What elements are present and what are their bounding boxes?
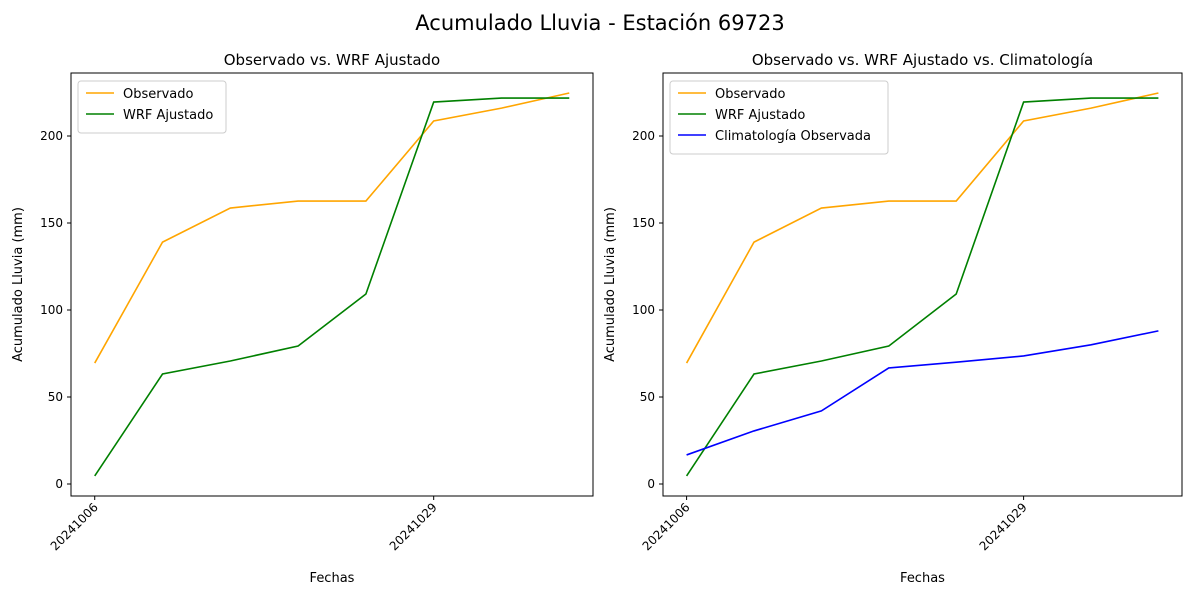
x-tick-label: 20241006	[640, 500, 693, 553]
legend-label: Climatología Observada	[715, 129, 871, 144]
axes-frame	[662, 72, 1183, 497]
y-tick-label: 0	[647, 477, 655, 491]
y-tick-label: 100	[632, 303, 655, 317]
y-tick-label: 150	[632, 216, 655, 230]
legend-label: Observado	[715, 87, 786, 102]
x-tick-label: 20241006	[48, 500, 101, 553]
legend-label: WRF Ajustado	[123, 108, 213, 123]
y-tick-label: 50	[48, 390, 63, 404]
y-tick-label: 200	[40, 129, 63, 143]
series-line-observado	[94, 92, 570, 364]
x-tick-label: 20241029	[387, 500, 440, 553]
legend-box	[77, 80, 227, 134]
figure-title: Acumulado Lluvia - Estación 69723	[415, 11, 784, 35]
legend-label: WRF Ajustado	[715, 108, 805, 123]
axes-frame	[70, 72, 594, 497]
y-tick-label: 150	[40, 216, 63, 230]
subplot-1: Observado vs. WRF Ajustado vs. Climatolo…	[603, 51, 1183, 586]
subplot-title: Observado vs. WRF Ajustado vs. Climatolo…	[752, 51, 1093, 69]
y-axis-label: Acumulado Lluvia (mm)	[11, 207, 26, 362]
x-axis-label: Fechas	[900, 571, 945, 586]
subplot-title: Observado vs. WRF Ajustado	[224, 51, 440, 69]
series-line-wrf-ajustado	[685, 97, 1159, 477]
y-tick-label: 100	[40, 303, 63, 317]
series-line-observado	[685, 92, 1159, 364]
legend: Observado WRF Ajustado	[77, 80, 227, 134]
y-axis-label: Acumulado Lluvia (mm)	[603, 207, 618, 362]
series-line-wrf-ajustado	[94, 97, 570, 477]
legend-label: Observado	[123, 87, 194, 102]
x-axis-label: Fechas	[310, 571, 355, 586]
y-tick-label: 200	[632, 129, 655, 143]
legend: Observado WRF Ajustado Climatología Observ…	[669, 80, 889, 155]
x-tick-label: 20241029	[977, 500, 1030, 553]
y-tick-label: 0	[55, 477, 63, 491]
series-line-climatología-observada	[686, 330, 1159, 456]
y-tick-label: 50	[640, 390, 655, 404]
legend-box	[669, 80, 889, 155]
subplot-0: Observado vs. WRF Ajustado 0 50 100 150 200 20…	[11, 51, 594, 586]
